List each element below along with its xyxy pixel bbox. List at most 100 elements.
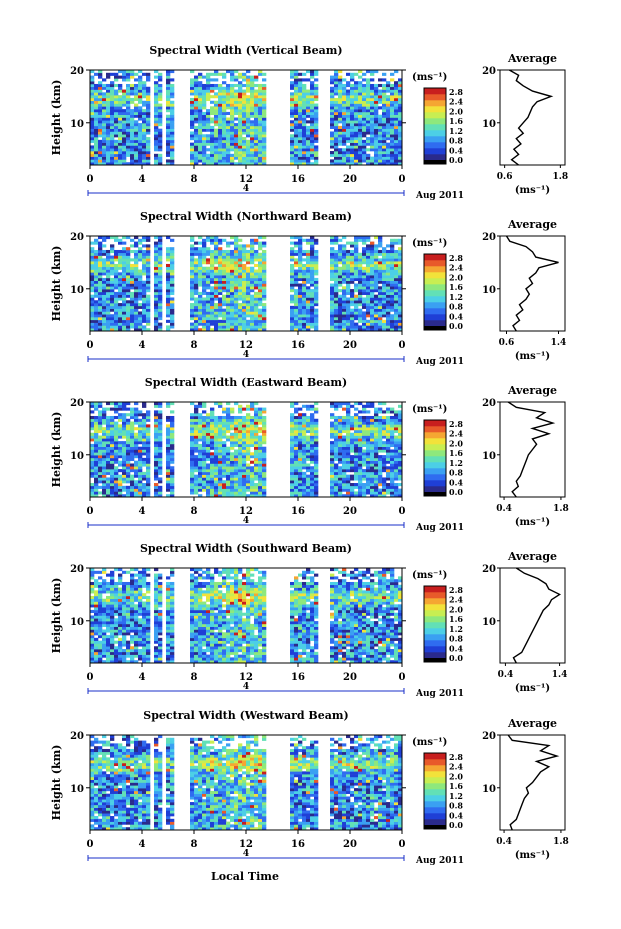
heatmap-cell (130, 305, 135, 309)
heatmap-cell (370, 469, 375, 473)
heatmap-cell (222, 272, 227, 276)
heatmap-cell (234, 280, 239, 284)
heatmap-cell (130, 275, 135, 279)
heatmap-cell (198, 314, 203, 318)
heatmap-cell (210, 488, 215, 492)
heatmap-cell (302, 125, 307, 129)
heatmap-cell (382, 494, 387, 498)
heatmap-cell (254, 474, 259, 478)
heatmap-cell (250, 314, 255, 318)
heatmap-cell (366, 131, 371, 135)
heatmap-cell (398, 114, 403, 118)
heatmap-cell (206, 120, 211, 124)
heatmap-cell (98, 241, 103, 245)
heatmap-cell (294, 300, 299, 304)
heatmap-cell (206, 303, 211, 307)
heatmap-cell (394, 319, 399, 323)
heatmap-cell (246, 328, 251, 332)
heatmap-cell (118, 488, 123, 492)
heatmap-cell (94, 92, 99, 96)
heatmap-cell (382, 258, 387, 262)
heatmap-cell (394, 255, 399, 259)
heatmap-cell (346, 457, 351, 461)
heatmap-cell (138, 460, 143, 464)
average-y-tick-label: 10 (482, 285, 496, 296)
heatmap-cell (242, 322, 247, 326)
heatmap-cell (258, 139, 263, 143)
heatmap-cell (94, 128, 99, 132)
heatmap-cell (386, 289, 391, 293)
heatmap-cell (126, 100, 131, 104)
heatmap-cell (354, 325, 359, 329)
colorbar-segment (424, 320, 446, 327)
heatmap-cell (154, 123, 159, 127)
heatmap-cell (206, 81, 211, 85)
heatmap-cell (258, 92, 263, 96)
heatmap-cell (378, 252, 383, 256)
heatmap-cell (214, 269, 219, 273)
heatmap-cell (90, 106, 95, 110)
heatmap-cell (362, 311, 367, 315)
heatmap-cell (254, 106, 259, 110)
heatmap-cell (126, 103, 131, 107)
heatmap-cell (130, 111, 135, 115)
heatmap-cell (114, 252, 119, 256)
heatmap-cell (90, 131, 95, 135)
heatmap-cell (142, 471, 147, 475)
colorbar-segment (424, 106, 446, 113)
heatmap-cell (378, 148, 383, 152)
heatmap-cell (98, 111, 103, 115)
heatmap-cell (334, 151, 339, 155)
heatmap-cell (362, 159, 367, 163)
heatmap-cell (370, 308, 375, 312)
heatmap-cell (142, 92, 147, 96)
heatmap-cell (118, 109, 123, 113)
heatmap-cell (334, 263, 339, 268)
heatmap-cell (142, 286, 147, 290)
heatmap-cell (218, 446, 223, 450)
heatmap-cell (358, 314, 363, 318)
heatmap-cell (242, 308, 247, 312)
heatmap-cell (362, 261, 367, 265)
heatmap-cell (190, 255, 195, 259)
heatmap-cell (258, 471, 263, 475)
heatmap-cell (234, 314, 239, 318)
heatmap-cell (334, 252, 339, 256)
heatmap-cell (294, 319, 299, 323)
heatmap-cell (130, 311, 135, 315)
heatmap-cell (238, 283, 243, 287)
heatmap-cell (102, 137, 107, 141)
heatmap-cell (306, 463, 311, 467)
heatmap-cell (226, 452, 231, 456)
heatmap-cell (130, 162, 135, 166)
heatmap-cell (350, 328, 355, 332)
heatmap-cell (98, 449, 103, 453)
heatmap-cell (134, 460, 139, 464)
heatmap-cell (258, 303, 263, 307)
heatmap-cell (250, 305, 255, 309)
heatmap-cell (314, 474, 319, 478)
heatmap-cell (214, 280, 219, 284)
heatmap-cell (386, 100, 391, 104)
heatmap-cell (262, 261, 267, 265)
heatmap-cell (254, 238, 259, 242)
heatmap-cell (214, 78, 219, 82)
heatmap-cell (386, 491, 391, 495)
heatmap-cell (310, 308, 315, 312)
heatmap-cell (382, 266, 387, 270)
heatmap-cell (390, 317, 395, 321)
heatmap-cell (94, 263, 99, 268)
heatmap-cell (234, 75, 239, 79)
heatmap-cell (142, 474, 147, 478)
heatmap-cell (202, 283, 207, 287)
heatmap-cell (382, 485, 387, 489)
heatmap-cell (334, 449, 339, 453)
heatmap-cell (210, 162, 215, 166)
heatmap-cell (214, 142, 219, 146)
heatmap-cell (314, 241, 319, 245)
heatmap-cell (330, 494, 335, 498)
heatmap-cell (154, 289, 159, 293)
heatmap-cell (394, 477, 399, 481)
heatmap-cell (298, 457, 303, 461)
heatmap-cell (250, 277, 255, 281)
